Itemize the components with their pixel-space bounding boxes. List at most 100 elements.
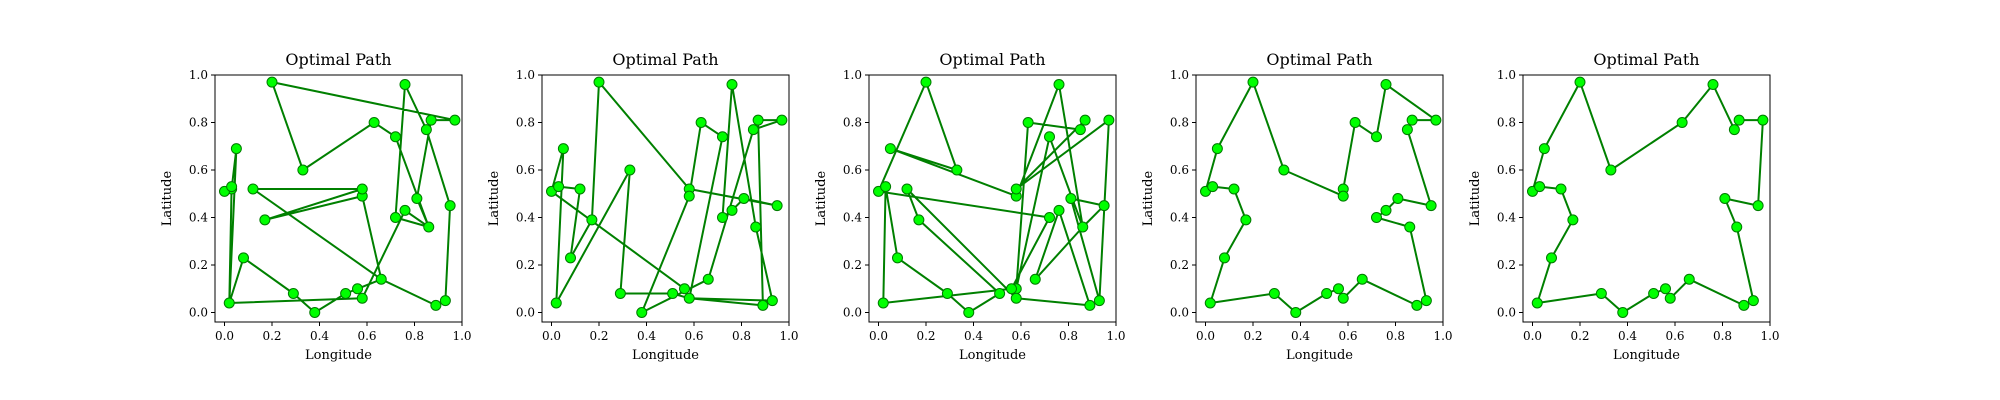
y-axis-label: Latitude (814, 171, 829, 227)
city-point (420, 124, 432, 136)
y-tick-label: 0.8 (516, 116, 535, 130)
x-tick-label: 0.0 (1523, 329, 1542, 343)
city-point (1555, 183, 1567, 195)
city-point (1103, 114, 1115, 126)
city-point (574, 183, 586, 195)
chart-panel-3: Optimal Path 0.0 0.2 0.4 0.6 0.8 1.0 0.0 0.2 0.4 0… (814, 50, 1126, 363)
city-point (884, 143, 896, 155)
y-axis-label: Latitude (1141, 171, 1156, 227)
city-point (1546, 252, 1557, 264)
city-point (1605, 164, 1617, 176)
x-tick-label: 0.0 (1196, 329, 1215, 343)
city-point (368, 117, 380, 128)
city-point (425, 114, 437, 126)
city-point (223, 297, 235, 309)
y-tick-label: 0.2 (1497, 258, 1516, 272)
y-tick-label: 0.6 (189, 163, 208, 177)
y-axis-label: Latitude (487, 171, 502, 227)
chart-title: Optimal Path (1266, 50, 1372, 69)
city-point (226, 181, 238, 193)
y-tick-label: 0.4 (189, 211, 208, 225)
city-point (439, 295, 451, 307)
city-point (553, 181, 565, 193)
x-axis-label: Longitude (1286, 348, 1353, 363)
city-point (230, 143, 242, 155)
city-point (247, 183, 259, 195)
x-tick-label: 0.8 (732, 329, 751, 343)
x-tick-label: 0.8 (1059, 329, 1078, 343)
city-point (1534, 181, 1546, 193)
x-tick-label: 1.0 (779, 329, 798, 343)
y-tick-label: 0.2 (189, 258, 208, 272)
y-tick-label: 0.8 (843, 116, 862, 130)
city-point (717, 131, 728, 143)
city-point (747, 124, 759, 136)
city-point (1204, 297, 1216, 309)
y-tick-label: 0.0 (843, 306, 862, 320)
city-point (550, 297, 562, 309)
city-point (757, 299, 769, 311)
city-point (356, 292, 368, 304)
city-point (444, 200, 456, 212)
city-point (1752, 200, 1764, 212)
city-point (1531, 297, 1543, 309)
x-tick-label: 0.2 (916, 329, 935, 343)
y-tick-label: 0.4 (1497, 211, 1516, 225)
x-tick-label: 0.0 (869, 329, 888, 343)
plot-frame (1195, 74, 1444, 323)
city-point (717, 212, 728, 223)
city-point (695, 117, 707, 128)
x-tick-label: 0.8 (1713, 329, 1732, 343)
city-point (1719, 193, 1731, 204)
x-tick-label: 0.8 (1386, 329, 1405, 343)
chart-title: Optimal Path (1593, 50, 1699, 69)
chart-panel-5: Optimal Path 0.0 0.2 0.4 0.6 0.8 1.0 0.0 0.2 0.4 0… (1468, 50, 1780, 363)
city-point (1321, 288, 1333, 299)
x-tick-label: 1.0 (1760, 329, 1779, 343)
city-point (880, 181, 892, 193)
city-point (776, 114, 788, 126)
city-point (951, 164, 963, 176)
city-point (920, 76, 932, 88)
city-point (1728, 124, 1740, 136)
x-tick-label: 0.4 (1291, 329, 1310, 343)
city-point (614, 288, 626, 299)
city-point (565, 252, 576, 264)
x-tick-label: 0.2 (1570, 329, 1589, 343)
city-point (1077, 221, 1089, 233)
city-point (1333, 283, 1344, 295)
city-point (449, 114, 461, 126)
city-point (1595, 288, 1607, 299)
city-point (1228, 183, 1240, 195)
y-tick-label: 0.2 (843, 258, 862, 272)
city-point (752, 114, 764, 126)
city-point (1411, 299, 1423, 311)
city-point (1240, 214, 1252, 226)
city-point (1371, 212, 1382, 223)
city-point (1406, 114, 1418, 126)
city-point (430, 299, 442, 311)
city-point (683, 292, 695, 304)
y-tick-label: 0.6 (516, 163, 535, 177)
y-tick-label: 0.0 (516, 306, 535, 320)
y-tick-label: 1.0 (1170, 68, 1189, 82)
chart-title: Optimal Path (285, 50, 391, 69)
x-axis-label: Longitude (632, 348, 699, 363)
city-point (1093, 295, 1105, 307)
city-point (1010, 292, 1022, 304)
y-tick-label: 0.4 (1170, 211, 1189, 225)
city-point (352, 283, 363, 295)
city-point (356, 183, 368, 195)
y-tick-label: 0.8 (1497, 116, 1516, 130)
city-point (1044, 131, 1055, 143)
x-tick-label: 0.2 (1243, 329, 1262, 343)
city-point (1337, 292, 1349, 304)
y-tick-label: 0.8 (1170, 116, 1189, 130)
city-point (1430, 114, 1442, 126)
city-point (1747, 295, 1759, 307)
city-point (1731, 221, 1743, 233)
y-tick-label: 0.0 (189, 306, 208, 320)
city-point (411, 193, 423, 204)
city-point (624, 164, 636, 176)
x-tick-label: 1.0 (1106, 329, 1125, 343)
